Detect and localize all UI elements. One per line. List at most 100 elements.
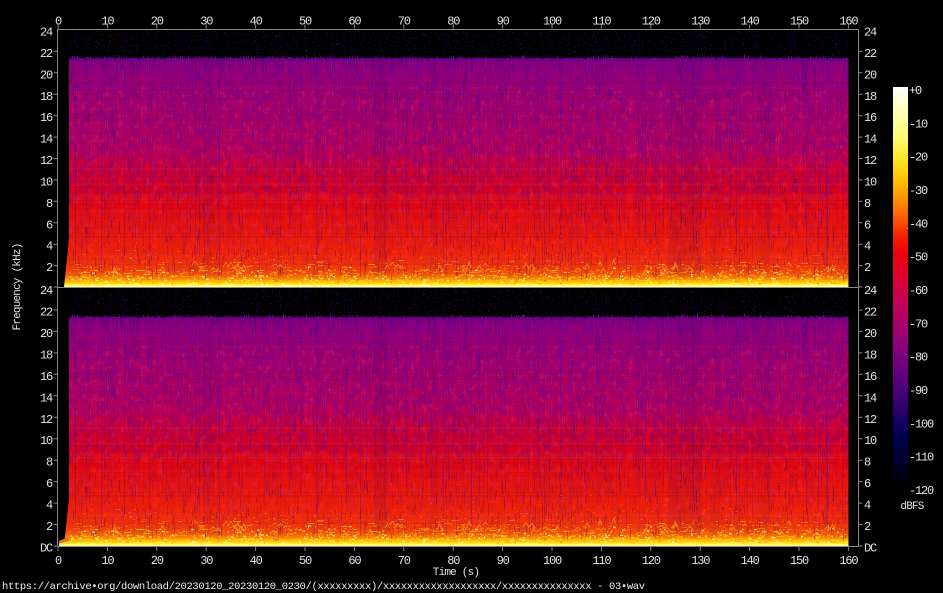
- svg-text:https://archive•org/download/2: https://archive•org/download/20230120_20…: [2, 581, 645, 593]
- svg-text:dBFS: dBFS: [900, 501, 924, 513]
- svg-text:40: 40: [250, 15, 263, 29]
- svg-text:24: 24: [864, 284, 877, 298]
- svg-text:8: 8: [46, 456, 53, 470]
- svg-text:140: 140: [741, 554, 760, 568]
- svg-text:14: 14: [40, 391, 53, 405]
- svg-text:Frequency (kHz): Frequency (kHz): [12, 243, 24, 330]
- svg-text:-40: -40: [909, 217, 928, 231]
- svg-text:14: 14: [40, 133, 53, 147]
- svg-text:20: 20: [40, 68, 53, 82]
- svg-text:4: 4: [864, 240, 871, 254]
- svg-text:0: 0: [55, 15, 62, 29]
- svg-text:160: 160: [839, 15, 858, 29]
- svg-text:8: 8: [864, 197, 871, 211]
- svg-text:16: 16: [40, 370, 53, 384]
- svg-text:70: 70: [398, 554, 411, 568]
- svg-text:18: 18: [864, 90, 877, 104]
- svg-text:20: 20: [151, 554, 164, 568]
- svg-text:60: 60: [348, 15, 361, 29]
- svg-text:2: 2: [864, 520, 871, 534]
- svg-text:40: 40: [250, 554, 263, 568]
- svg-text:-90: -90: [909, 384, 928, 398]
- svg-text:12: 12: [40, 154, 53, 168]
- svg-text:100: 100: [543, 554, 562, 568]
- svg-text:-80: -80: [909, 351, 928, 365]
- svg-text:2: 2: [46, 261, 53, 275]
- svg-text:22: 22: [40, 47, 53, 61]
- svg-text:160: 160: [839, 554, 858, 568]
- svg-text:100: 100: [543, 15, 562, 29]
- svg-text:-100: -100: [909, 417, 934, 431]
- svg-text:20: 20: [151, 15, 164, 29]
- svg-text:90: 90: [497, 554, 510, 568]
- svg-text:16: 16: [40, 111, 53, 125]
- svg-text:20: 20: [40, 327, 53, 341]
- svg-text:6: 6: [864, 477, 871, 491]
- svg-text:-70: -70: [909, 317, 928, 331]
- svg-text:80: 80: [447, 15, 460, 29]
- svg-text:2: 2: [864, 261, 871, 275]
- svg-text:8: 8: [46, 197, 53, 211]
- svg-text:14: 14: [864, 133, 877, 147]
- svg-text:10: 10: [40, 434, 53, 448]
- svg-text:90: 90: [497, 15, 510, 29]
- svg-text:120: 120: [642, 554, 661, 568]
- svg-text:70: 70: [398, 15, 411, 29]
- svg-text:30: 30: [200, 15, 213, 29]
- svg-text:-10: -10: [909, 117, 928, 131]
- svg-text:50: 50: [299, 15, 312, 29]
- svg-text:150: 150: [790, 554, 809, 568]
- svg-text:10: 10: [864, 434, 877, 448]
- svg-text:12: 12: [40, 413, 53, 427]
- svg-text:22: 22: [40, 305, 53, 319]
- svg-text:80: 80: [447, 554, 460, 568]
- svg-text:18: 18: [864, 348, 877, 362]
- svg-text:12: 12: [864, 413, 877, 427]
- svg-text:0: 0: [55, 554, 62, 568]
- svg-text:-60: -60: [909, 284, 928, 298]
- svg-text:4: 4: [864, 499, 871, 513]
- svg-text:130: 130: [691, 15, 710, 29]
- svg-text:24: 24: [40, 284, 53, 298]
- svg-text:-50: -50: [909, 251, 928, 265]
- svg-text:140: 140: [741, 15, 760, 29]
- svg-text:6: 6: [46, 218, 53, 232]
- svg-text:110: 110: [592, 15, 611, 29]
- svg-text:10: 10: [101, 15, 114, 29]
- svg-text:+0: +0: [909, 84, 922, 98]
- svg-text:20: 20: [864, 68, 877, 82]
- svg-text:-20: -20: [909, 151, 928, 165]
- svg-text:50: 50: [299, 554, 312, 568]
- svg-text:-110: -110: [909, 451, 934, 465]
- svg-text:18: 18: [40, 348, 53, 362]
- svg-text:12: 12: [864, 154, 877, 168]
- svg-text:-120: -120: [909, 484, 934, 498]
- svg-text:130: 130: [691, 554, 710, 568]
- svg-text:24: 24: [40, 26, 53, 40]
- svg-text:6: 6: [46, 477, 53, 491]
- svg-text:16: 16: [864, 111, 877, 125]
- svg-text:60: 60: [348, 554, 361, 568]
- svg-text:110: 110: [592, 554, 611, 568]
- svg-text:14: 14: [864, 391, 877, 405]
- svg-text:120: 120: [642, 15, 661, 29]
- svg-text:4: 4: [46, 499, 53, 513]
- svg-text:18: 18: [40, 90, 53, 104]
- svg-text:10: 10: [40, 175, 53, 189]
- svg-text:-30: -30: [909, 184, 928, 198]
- svg-text:6: 6: [864, 218, 871, 232]
- svg-text:20: 20: [864, 327, 877, 341]
- svg-text:16: 16: [864, 370, 877, 384]
- svg-text:10: 10: [101, 554, 114, 568]
- svg-text:30: 30: [200, 554, 213, 568]
- svg-text:DC: DC: [864, 542, 877, 556]
- svg-text:10: 10: [864, 175, 877, 189]
- svg-text:8: 8: [864, 456, 871, 470]
- svg-text:4: 4: [46, 240, 53, 254]
- svg-text:150: 150: [790, 15, 809, 29]
- svg-text:DC: DC: [40, 542, 53, 556]
- svg-text:Time (s): Time (s): [433, 567, 479, 579]
- svg-text:22: 22: [864, 305, 877, 319]
- svg-text:22: 22: [864, 47, 877, 61]
- svg-text:24: 24: [864, 26, 877, 40]
